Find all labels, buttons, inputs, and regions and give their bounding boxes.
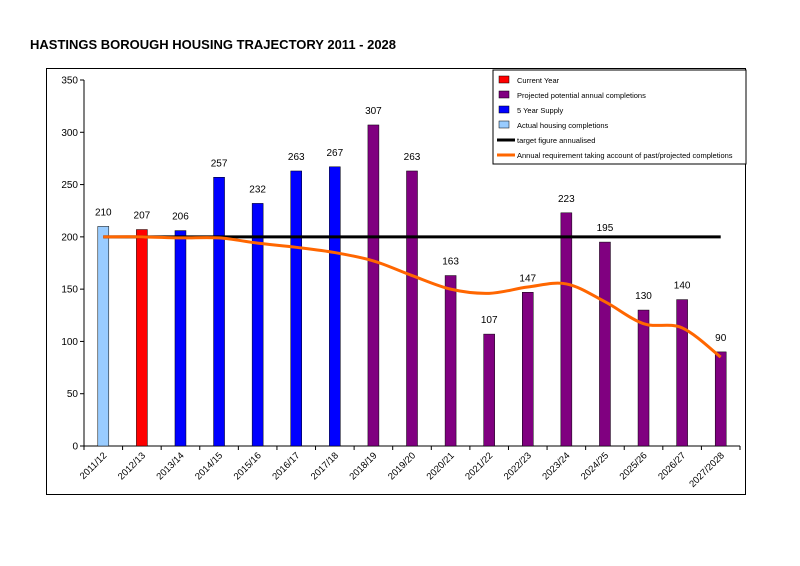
x-tick-label: 2016/17	[270, 450, 302, 482]
legend-swatch	[498, 120, 510, 129]
bar-2027-2028	[714, 351, 727, 447]
data-label: 307	[365, 106, 382, 117]
bar-2021-22	[483, 333, 495, 447]
x-tick-label: 2015/16	[232, 450, 264, 482]
legend-label: target figure annualised	[517, 136, 595, 145]
legend-label: Annual requirement taking account of pas…	[517, 151, 733, 160]
legend-label: Actual housing completions	[517, 121, 609, 130]
bar-2024-25	[599, 241, 611, 447]
y-tick-label: 300	[61, 128, 78, 139]
legend-label: Current Year	[517, 76, 560, 85]
bar-2011-12	[97, 226, 110, 447]
y-tick-label: 250	[61, 180, 78, 191]
legend-label: Projected potential annual completions	[517, 91, 646, 100]
y-tick-label: 100	[61, 337, 78, 348]
bar-2025-26	[637, 309, 650, 447]
x-tick-label: 2017/18	[309, 450, 341, 482]
bar-2020-21	[444, 275, 457, 447]
bar-2022-23	[522, 292, 534, 447]
chart-title: HASTINGS BOROUGH HOUSING TRAJECTORY 2011…	[30, 37, 397, 52]
x-tick-label: 2026/27	[656, 450, 688, 482]
bar-2014-15	[213, 177, 225, 447]
y-tick-label: 50	[67, 389, 79, 400]
y-tick-label: 150	[61, 285, 78, 296]
x-tick-label: 2022/23	[502, 450, 534, 482]
legend-swatch	[498, 90, 510, 99]
bar-2016-17	[290, 170, 302, 447]
data-label: 232	[249, 184, 266, 195]
x-tick-label: 2021/22	[463, 450, 495, 482]
bar-2019-20	[406, 170, 418, 447]
data-label: 267	[326, 148, 343, 159]
x-tick-label: 2025/26	[618, 450, 650, 482]
data-label: 195	[597, 223, 614, 234]
legend-swatch	[498, 75, 510, 84]
data-label: 257	[211, 158, 228, 169]
bar-2013-14	[174, 230, 187, 447]
requirement-line	[103, 235, 722, 359]
y-tick-label: 0	[72, 442, 78, 453]
data-label: 130	[635, 291, 652, 302]
bar-2018-19	[367, 124, 380, 447]
x-tick-label: 2023/24	[540, 450, 572, 482]
data-label: 90	[715, 333, 727, 344]
data-label: 207	[134, 211, 151, 222]
data-label: 263	[404, 152, 421, 163]
data-label: 107	[481, 315, 498, 326]
data-label: 263	[288, 152, 305, 163]
x-tick-label: 2011/12	[78, 450, 110, 482]
legend-swatch	[498, 105, 510, 114]
x-tick-label: 2019/20	[386, 450, 418, 482]
data-label: 223	[558, 194, 575, 205]
data-label: 140	[674, 281, 691, 292]
x-tick-label: 2020/21	[425, 450, 457, 482]
x-tick-label: 2012/13	[116, 450, 148, 482]
data-label: 206	[172, 212, 189, 223]
y-tick-label: 350	[61, 76, 78, 87]
bar-2026-27	[676, 299, 688, 447]
x-tick-label: 2027/2028	[687, 450, 727, 490]
x-tick-label: 2013/14	[155, 450, 187, 482]
data-label: 210	[95, 207, 112, 218]
data-label: 163	[442, 257, 459, 268]
data-label: 147	[519, 273, 536, 284]
bar-2012-13	[136, 229, 148, 447]
x-tick-label: 2014/15	[193, 450, 225, 482]
bar-2017-18	[329, 166, 341, 447]
bar-2015-16	[251, 203, 264, 447]
y-tick-label: 200	[61, 232, 78, 243]
bar-2023-24	[560, 212, 573, 447]
legend-box	[492, 69, 747, 165]
chart-frame	[46, 68, 746, 495]
legend-label: 5 Year Supply	[517, 106, 564, 115]
x-tick-label: 2018/19	[347, 450, 379, 482]
x-tick-label: 2024/25	[579, 450, 611, 482]
